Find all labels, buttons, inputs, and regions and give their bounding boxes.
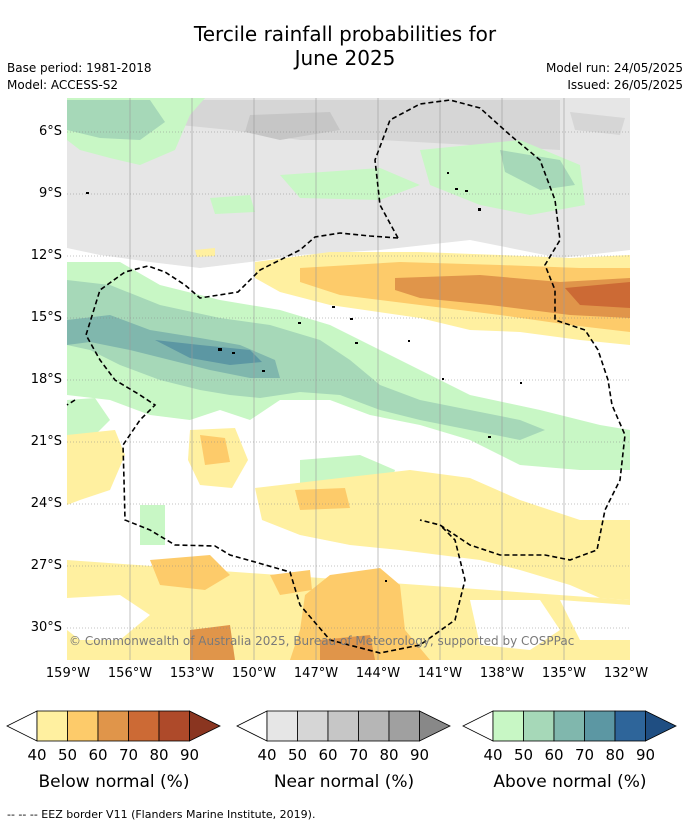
tick-label: 40 bbox=[483, 746, 503, 764]
lon-label: 159°W bbox=[45, 666, 91, 681]
legend-swatch bbox=[128, 710, 160, 742]
lon-label: 144°W bbox=[355, 666, 401, 681]
tick-label: 60 bbox=[318, 746, 338, 764]
legend-near-normal: 40 50 60 70 80 90 Near normal (%) bbox=[236, 710, 452, 800]
legend-swatch bbox=[189, 710, 221, 742]
tick-label: 40 bbox=[257, 746, 277, 764]
title-line-2: June 2025 bbox=[294, 46, 396, 70]
legend-swatch bbox=[36, 710, 68, 742]
colorbar-near bbox=[236, 710, 451, 742]
legend-caption: Below normal (%) bbox=[38, 772, 190, 792]
tick-label: 90 bbox=[179, 746, 200, 764]
legend-swatch bbox=[158, 710, 190, 742]
base-period: Base period: 1981-2018 bbox=[7, 61, 152, 75]
title-line-1: Tercile rainfall probabilities for bbox=[193, 22, 497, 46]
grid-lines bbox=[67, 131, 630, 629]
probability-field bbox=[67, 98, 630, 660]
lon-label: 153°W bbox=[169, 666, 215, 681]
tick-label: 50 bbox=[57, 746, 78, 764]
legend-swatch bbox=[236, 710, 268, 742]
legend-above-normal: 40 50 60 70 80 90 Above normal (%) bbox=[462, 710, 678, 800]
lat-label: 9°S bbox=[38, 186, 62, 201]
model-run: Model run: 24/05/2025 bbox=[545, 61, 683, 75]
lat-label: 21°S bbox=[30, 434, 62, 449]
eez-footnote: -- -- -- EEZ border V11 (Flanders Marine… bbox=[7, 808, 316, 821]
legend-swatch bbox=[645, 710, 677, 742]
lon-label: 150°W bbox=[231, 666, 277, 681]
lon-label: 135°W bbox=[541, 666, 587, 681]
colorbar-below bbox=[6, 710, 221, 742]
tick-label: 80 bbox=[605, 746, 625, 764]
lat-label: 18°S bbox=[30, 372, 62, 387]
lon-label: 147°W bbox=[293, 666, 339, 681]
legend-swatch bbox=[297, 710, 329, 742]
eez-borders bbox=[66, 99, 626, 654]
tick-label: 70 bbox=[574, 746, 595, 764]
islands bbox=[86, 172, 522, 582]
issued-date: Issued: 26/05/2025 bbox=[567, 78, 683, 92]
lat-label: 6°S bbox=[38, 124, 62, 139]
tick-label: 60 bbox=[544, 746, 564, 764]
copyright-credit: © Commonwealth of Australia 2025, Bureau… bbox=[69, 634, 575, 648]
lon-label: 138°W bbox=[479, 666, 525, 681]
legend-swatch bbox=[553, 710, 585, 742]
lon-label: 141°W bbox=[417, 666, 463, 681]
legend-swatch bbox=[462, 710, 494, 742]
colorbar-above bbox=[462, 710, 677, 742]
legend-swatch bbox=[67, 710, 99, 742]
legend-swatch bbox=[358, 710, 390, 742]
tick-label: 90 bbox=[409, 746, 430, 764]
legend-swatch bbox=[388, 710, 420, 742]
lat-label: 12°S bbox=[30, 248, 62, 263]
tick-label: 80 bbox=[379, 746, 399, 764]
legend-swatch bbox=[327, 710, 359, 742]
legend-caption: Above normal (%) bbox=[493, 772, 647, 792]
model-name: Model: ACCESS-S2 bbox=[7, 78, 119, 92]
tick-label: 40 bbox=[27, 746, 47, 764]
rainfall-map bbox=[66, 98, 630, 660]
lon-label: 132°W bbox=[603, 666, 649, 681]
tick-label: 80 bbox=[149, 746, 169, 764]
legend-swatch bbox=[584, 710, 616, 742]
legend-swatch bbox=[97, 710, 129, 742]
lat-label: 15°S bbox=[30, 310, 62, 325]
legend-swatch bbox=[492, 710, 524, 742]
map-title: Tercile rainfall probabilities for June … bbox=[0, 22, 690, 70]
tick-label: 70 bbox=[118, 746, 139, 764]
tick-label: 50 bbox=[513, 746, 534, 764]
lat-label: 27°S bbox=[30, 558, 62, 573]
legend-swatch bbox=[419, 710, 451, 742]
legend-below-normal: 40 50 60 70 80 90 Below normal (%) bbox=[6, 710, 222, 800]
legend-swatch bbox=[523, 710, 555, 742]
legend-caption: Near normal (%) bbox=[273, 772, 415, 792]
legend-swatch bbox=[6, 710, 38, 742]
tick-label: 60 bbox=[88, 746, 108, 764]
model-info: Base period: 1981-2018 Model: ACCESS-S2 bbox=[7, 60, 152, 94]
lon-label: 156°W bbox=[107, 666, 153, 681]
tick-label: 90 bbox=[635, 746, 656, 764]
tick-label: 50 bbox=[287, 746, 308, 764]
tick-label: 70 bbox=[348, 746, 369, 764]
legend-swatch bbox=[614, 710, 646, 742]
lat-label: 24°S bbox=[30, 496, 62, 511]
run-info: Model run: 24/05/2025 Issued: 26/05/2025 bbox=[546, 60, 683, 94]
lat-label: 30°S bbox=[30, 620, 62, 635]
legend-swatch bbox=[266, 710, 298, 742]
